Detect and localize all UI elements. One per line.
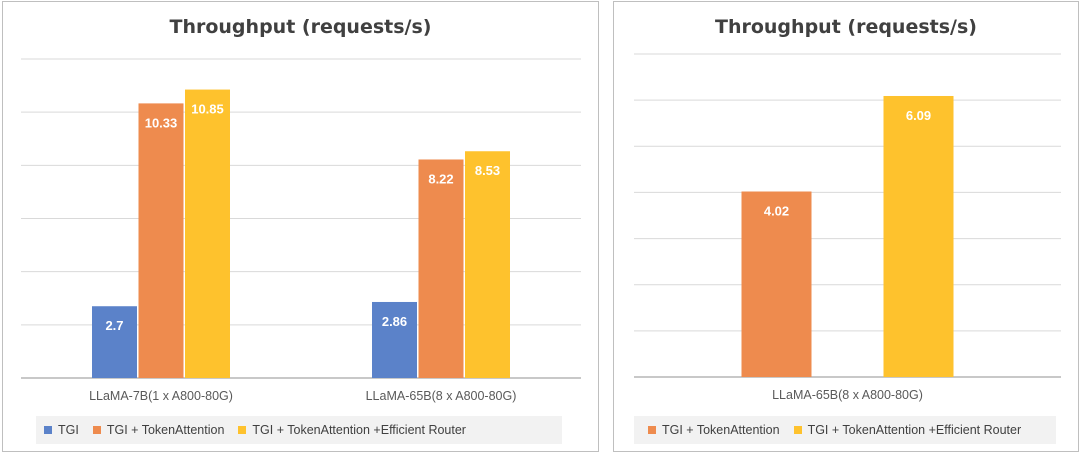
legend-item: TGI + TokenAttention +Efficient Router bbox=[793, 423, 1022, 437]
chart-title-right: Throughput (requests/s) bbox=[715, 16, 977, 38]
legend-swatch bbox=[648, 426, 656, 434]
bar bbox=[465, 151, 510, 378]
category-label: LLaMA-65B(8 x A800-80G) bbox=[772, 388, 923, 402]
legend-item: TGI bbox=[44, 423, 79, 437]
bar bbox=[185, 89, 230, 378]
chart-panel-right: Throughput (requests/s) 4.02 6.09 LLaMA-65… bbox=[613, 1, 1079, 452]
legend-swatch bbox=[92, 426, 101, 434]
bar bbox=[138, 103, 184, 378]
bar bbox=[372, 301, 417, 378]
legend-label: TGI bbox=[58, 423, 79, 437]
legend-label: TGI + TokenAttention +Efficient Router bbox=[252, 423, 466, 437]
data-label: 2.86 bbox=[382, 314, 407, 329]
bar bbox=[92, 306, 137, 378]
data-label: 2.7 bbox=[105, 318, 123, 333]
legend-swatch bbox=[238, 426, 247, 434]
legend-left: TGI TGI + TokenAttention TGI + TokenAtte… bbox=[36, 416, 562, 444]
bar bbox=[883, 95, 954, 378]
category-label: LLaMA-7B(1 x A800-80G) bbox=[89, 389, 233, 403]
data-label: 6.09 bbox=[906, 108, 931, 123]
legend-swatch bbox=[44, 426, 52, 434]
data-label: 8.22 bbox=[428, 171, 453, 186]
bar bbox=[418, 159, 464, 378]
legend-item: TGI + TokenAttention +Efficient Router bbox=[238, 423, 466, 437]
data-label: 10.33 bbox=[145, 115, 178, 130]
legend-item: TGI + TokenAttention bbox=[648, 423, 780, 437]
legend-label: TGI + TokenAttention bbox=[662, 423, 780, 437]
chart-title-left: Throughput (requests/s) bbox=[169, 16, 432, 38]
bar-chart-left: 2.7 10.33 10.85 LLaMA-7B(1 x A800-80G) 2.86 8… bbox=[21, 58, 581, 403]
data-label: 8.53 bbox=[475, 163, 500, 178]
legend-right: TGI + TokenAttention TGI + TokenAttentio… bbox=[634, 416, 1056, 444]
category-label: LLaMA-65B(8 x A800-80G) bbox=[366, 389, 517, 403]
legend-swatch bbox=[793, 426, 802, 434]
data-label: 10.85 bbox=[191, 102, 224, 117]
legend-label: TGI + TokenAttention +Efficient Router bbox=[807, 423, 1022, 437]
legend-label: TGI + TokenAttention bbox=[106, 423, 225, 437]
bar bbox=[741, 191, 812, 377]
bar-chart-right: 4.02 6.09 LLaMA-65B(8 x A800-80G) bbox=[634, 53, 1061, 402]
legend-item: TGI + TokenAttention bbox=[92, 423, 225, 437]
chart-panel-left: Throughput (requests/s) 2.7 10.33 10.85 LLa… bbox=[2, 1, 599, 452]
data-label: 4.02 bbox=[764, 204, 789, 219]
